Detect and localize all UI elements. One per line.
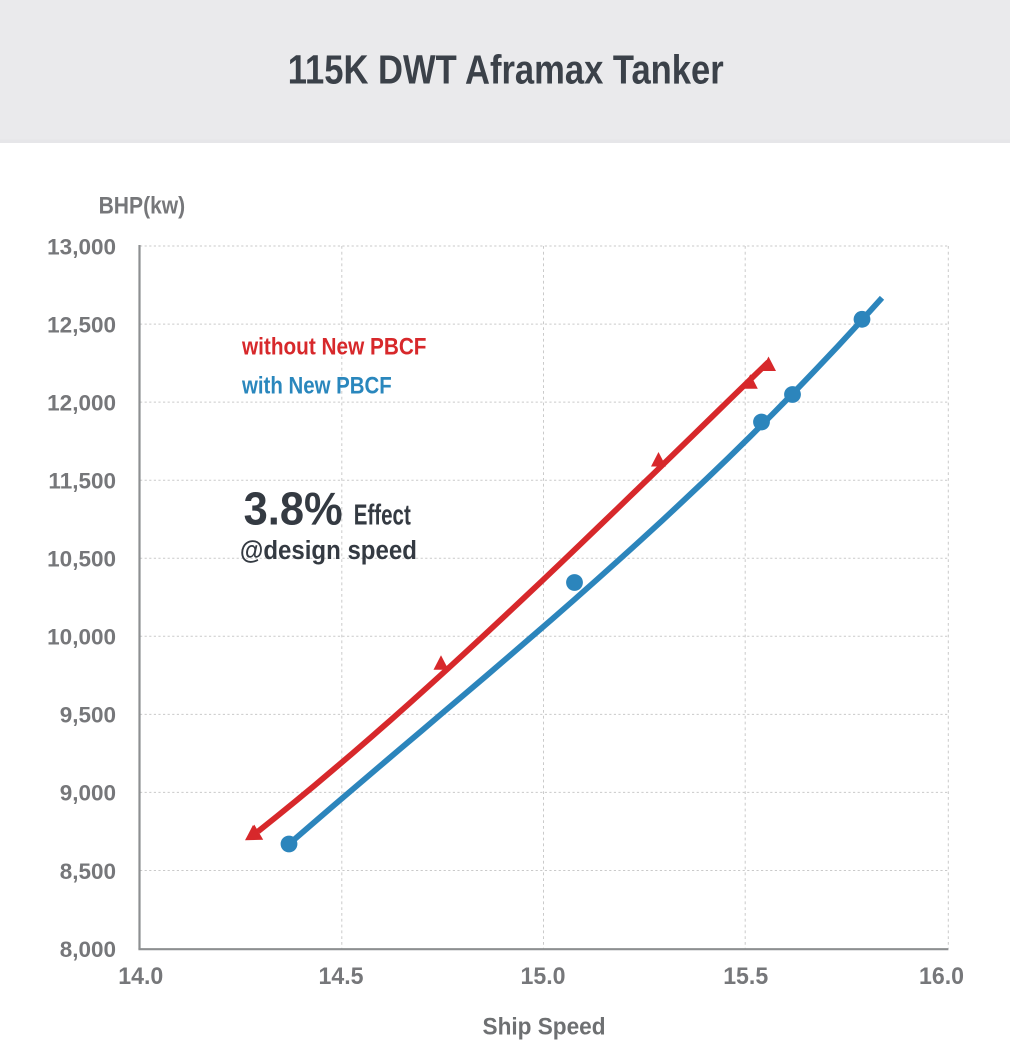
svg-text:12,500: 12,500 [47,312,116,337]
svg-text:10,000: 10,000 [47,625,116,650]
svg-text:9,000: 9,000 [60,781,116,806]
svg-text:13,000: 13,000 [47,234,116,259]
svg-text:15.5: 15.5 [723,963,768,990]
svg-text:10,500: 10,500 [47,547,116,572]
svg-text:Ship Speed: Ship Speed [483,1014,606,1040]
svg-text:11,500: 11,500 [48,469,116,494]
svg-text:3.8%: 3.8% [244,483,343,535]
svg-text:8,500: 8,500 [60,859,116,884]
svg-text:without New PBCF: without New PBCF [241,334,426,361]
svg-text:15.0: 15.0 [521,963,566,990]
svg-text:8,000: 8,000 [60,937,116,962]
svg-text:BHP(kw): BHP(kw) [99,193,186,220]
svg-text:115K DWT Aframax Tanker: 115K DWT Aframax Tanker [288,46,724,92]
svg-text:Effect: Effect [354,500,411,532]
svg-text:9,500: 9,500 [60,703,116,728]
svg-text:with New PBCF: with New PBCF [241,372,392,399]
svg-text:14.0: 14.0 [118,963,163,990]
svg-text:16.0: 16.0 [919,963,964,990]
svg-text:@design speed: @design speed [240,537,417,565]
svg-text:14.5: 14.5 [319,963,364,990]
svg-text:12,000: 12,000 [47,390,116,415]
